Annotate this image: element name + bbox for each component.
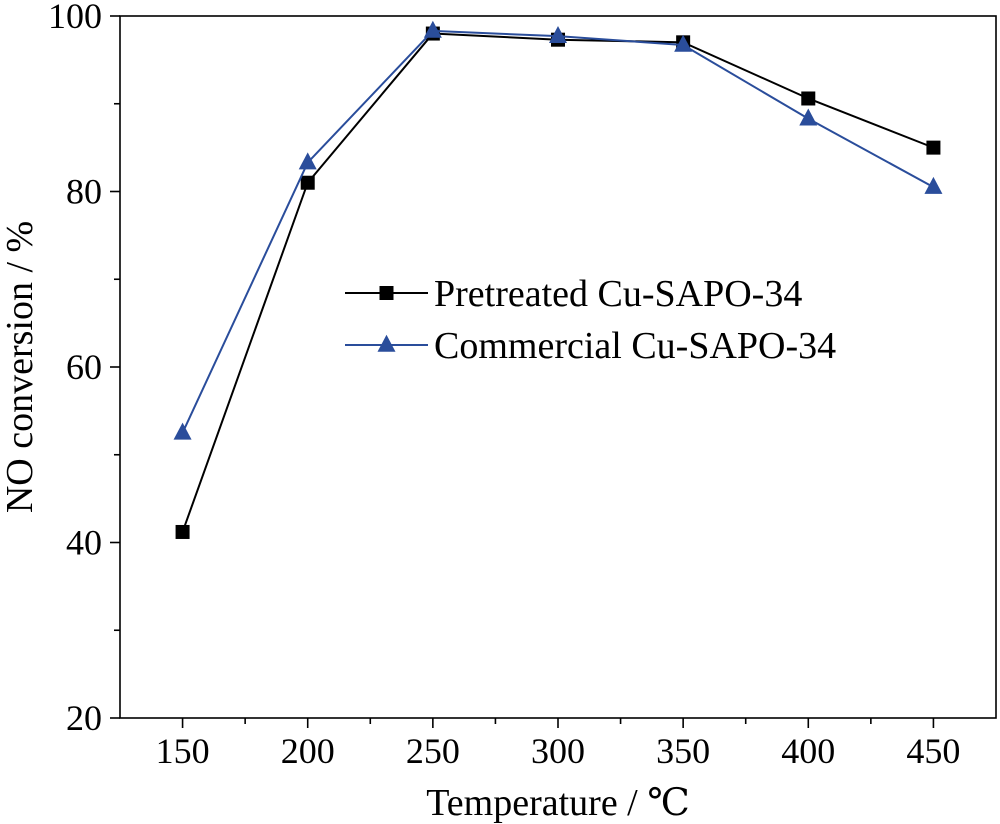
y-tick-label: 20: [66, 698, 102, 738]
data-point: [175, 524, 190, 539]
y-tick-label: 60: [66, 347, 102, 387]
y-tick-label: 100: [48, 0, 102, 36]
x-tick-label: 350: [656, 731, 710, 771]
data-point: [298, 152, 317, 170]
x-axis-title: Temperature / ℃: [426, 782, 690, 824]
data-point: [549, 25, 567, 43]
data-point: [801, 91, 816, 106]
legend-label: Commercial Cu-SAPO-34: [434, 325, 836, 367]
legend-marker: [377, 334, 396, 352]
y-axis-title: NO conversion / %: [0, 221, 41, 513]
x-tick-label: 400: [781, 731, 835, 771]
series-line: [181, 29, 934, 434]
data-point: [300, 175, 315, 190]
data-point: [423, 20, 442, 38]
data-point: [173, 422, 192, 440]
axes: 150 200 250 300 350 400 450 20 40 60 80 100: [48, 0, 997, 771]
x-tick-label: 450: [906, 731, 960, 771]
data-point: [926, 140, 941, 155]
series-layer: [173, 20, 943, 539]
y-tick-label: 80: [66, 172, 102, 212]
x-tick-label: 250: [406, 731, 460, 771]
x-tick-label: 300: [531, 731, 585, 771]
x-tick-label: 200: [281, 731, 335, 771]
y-tick-label: 40: [66, 523, 102, 563]
series-2: [173, 20, 943, 440]
x-tick-label: 150: [156, 731, 210, 771]
data-point: [674, 34, 693, 52]
data-point: [799, 108, 818, 126]
data-point: [924, 176, 943, 194]
legend-marker: [379, 286, 394, 300]
legend-label: Pretreated Cu-SAPO-34: [434, 273, 802, 315]
legend: Pretreated Cu-SAPO-34 Commercial Cu-SAPO-…: [345, 273, 836, 367]
